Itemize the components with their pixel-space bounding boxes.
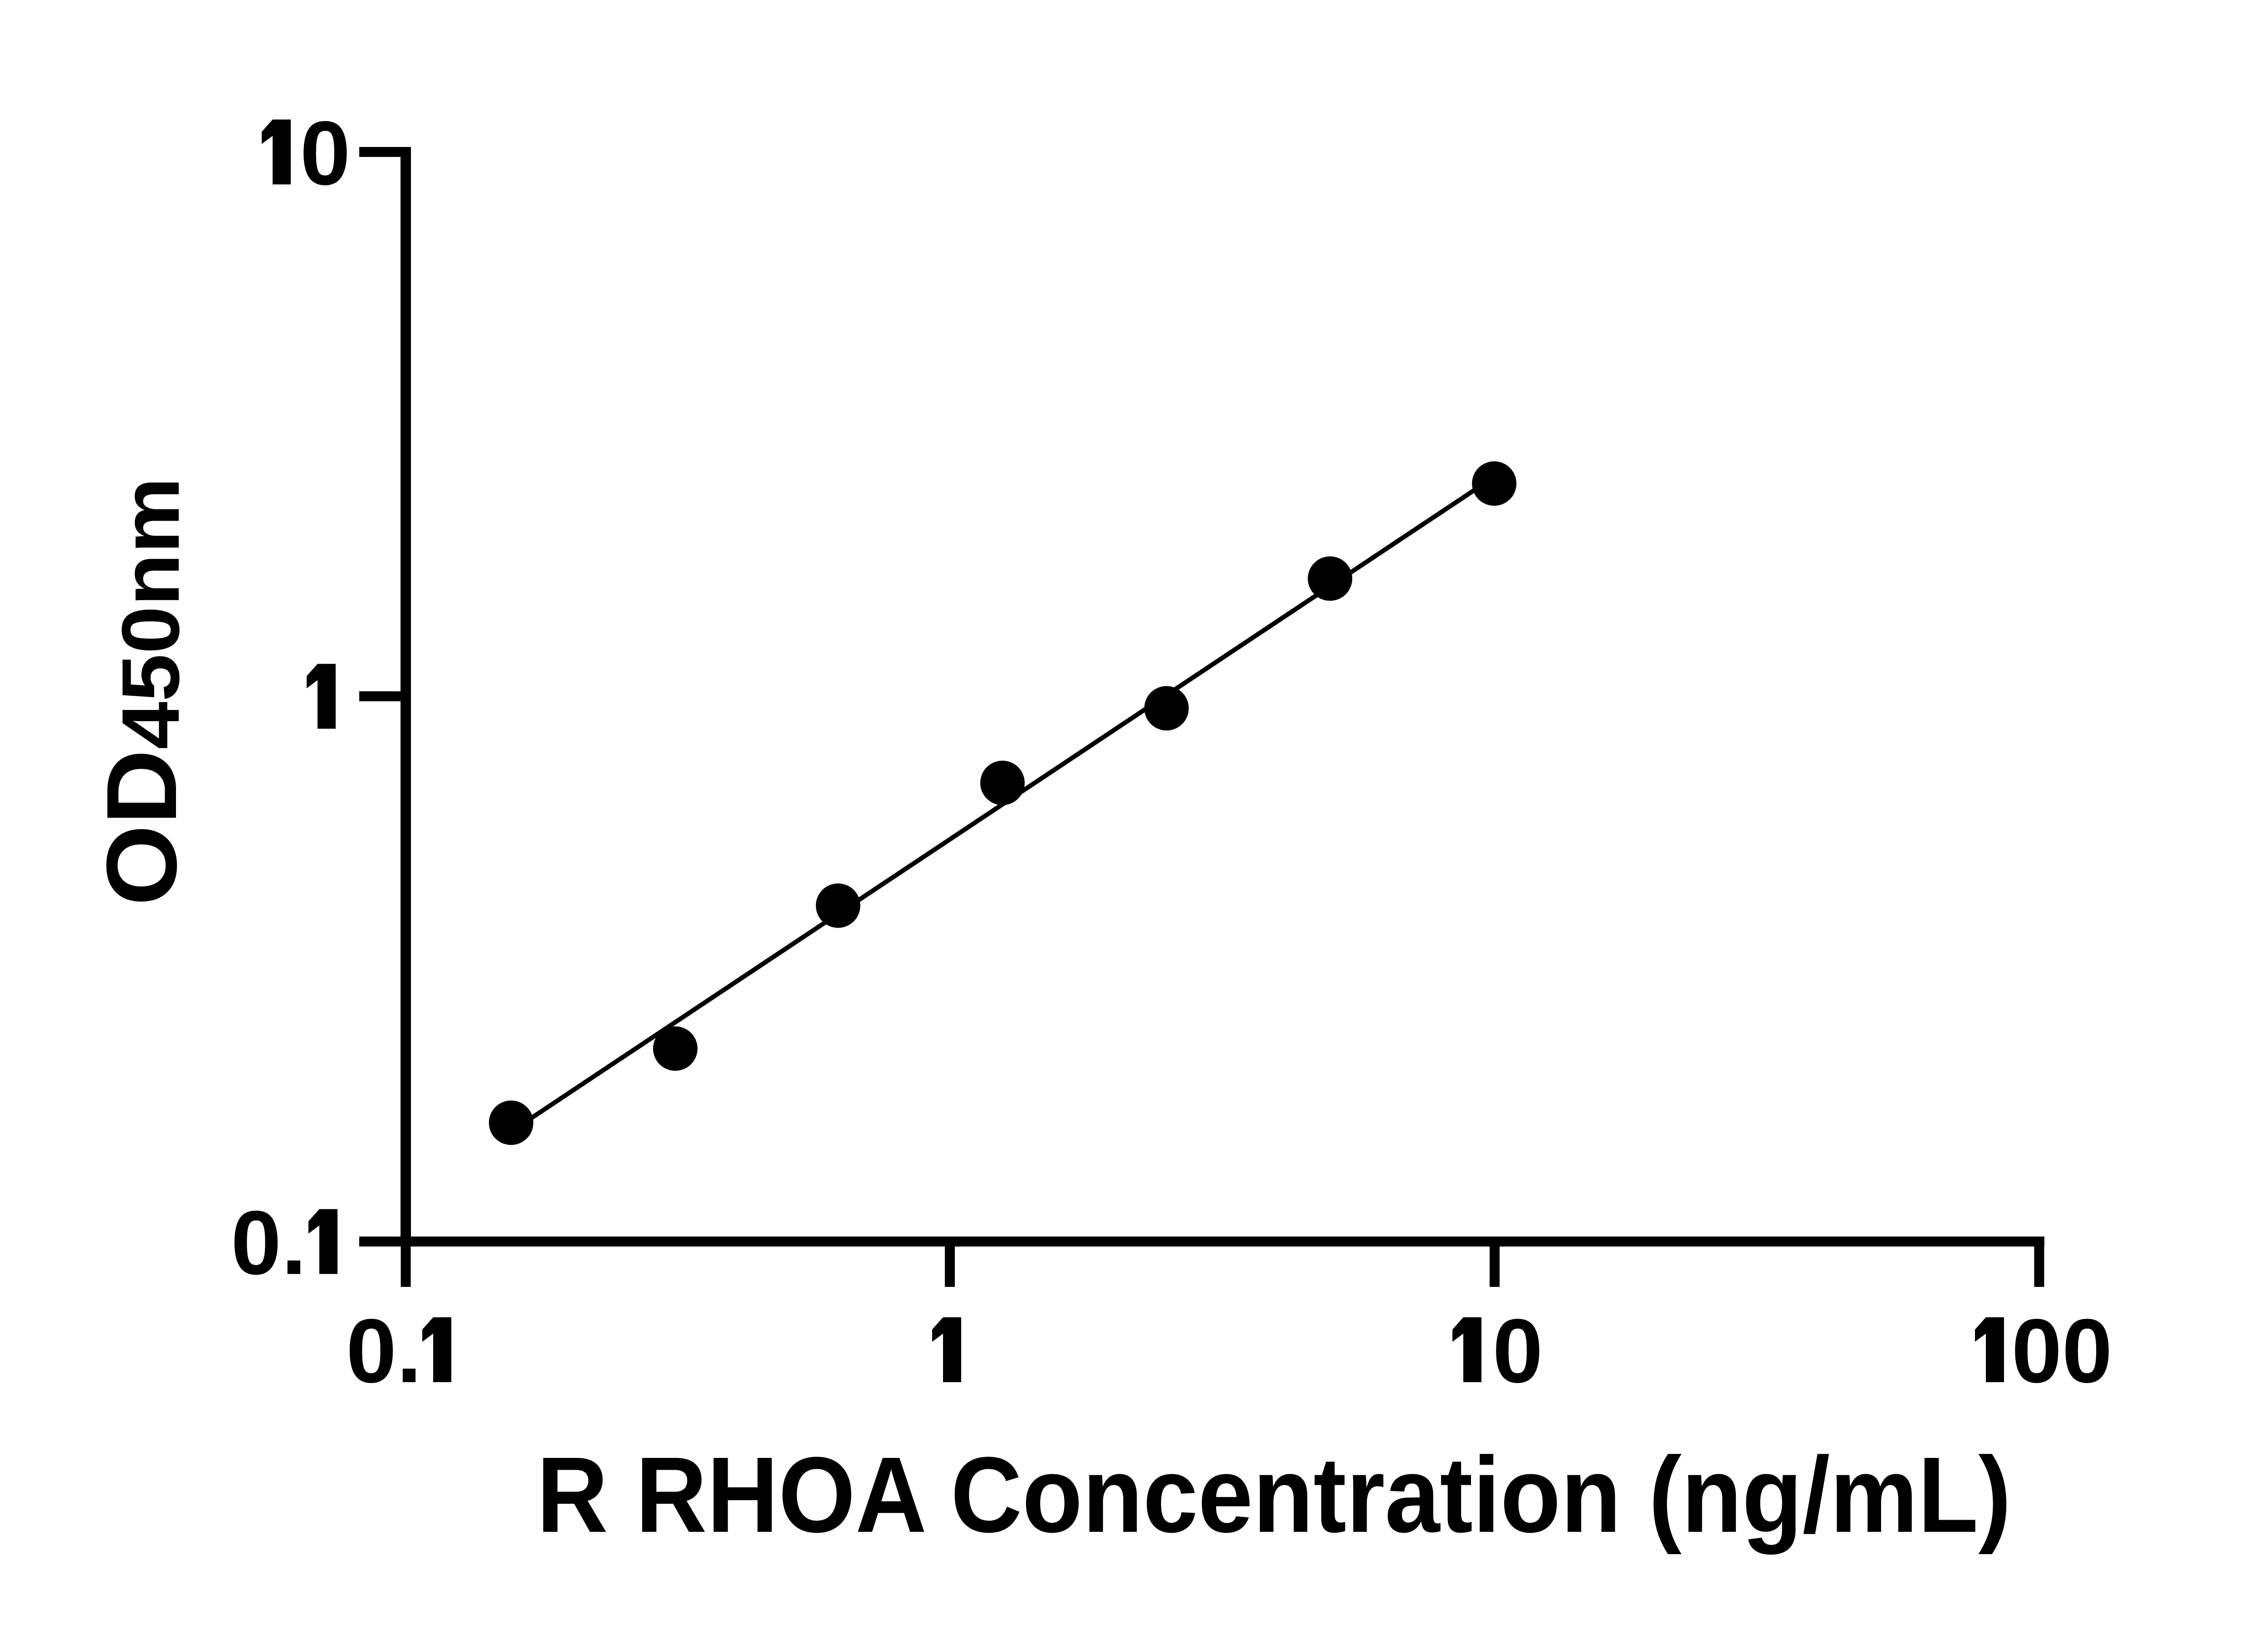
svg-text:0: 0 (1492, 1301, 1543, 1402)
svg-text:0.: 0. (231, 1193, 307, 1294)
svg-text:0.: 0. (346, 1301, 422, 1402)
svg-text:R RHOA Concentration (ng/mL): R RHOA Concentration (ng/mL) (537, 1435, 2011, 1555)
svg-text:00: 00 (2012, 1301, 2112, 1402)
svg-text:0: 0 (300, 103, 350, 204)
svg-text:OD450nm: OD450nm (86, 477, 197, 906)
